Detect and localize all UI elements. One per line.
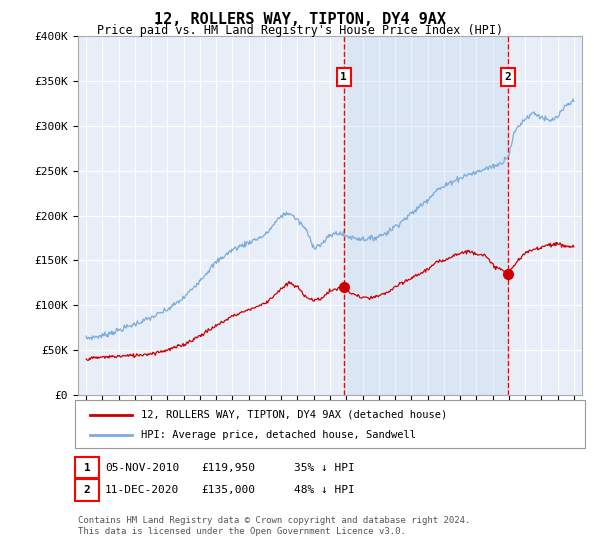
Text: 2: 2 — [505, 72, 511, 82]
Text: Contains HM Land Registry data © Crown copyright and database right 2024.
This d: Contains HM Land Registry data © Crown c… — [78, 516, 470, 536]
Bar — [344, 36, 508, 395]
Text: 35% ↓ HPI: 35% ↓ HPI — [294, 463, 355, 473]
Text: 11-DEC-2020: 11-DEC-2020 — [105, 485, 179, 495]
Text: 1: 1 — [83, 463, 91, 473]
Text: HPI: Average price, detached house, Sandwell: HPI: Average price, detached house, Sand… — [141, 430, 416, 440]
Text: 48% ↓ HPI: 48% ↓ HPI — [294, 485, 355, 495]
Text: 12, ROLLERS WAY, TIPTON, DY4 9AX (detached house): 12, ROLLERS WAY, TIPTON, DY4 9AX (detach… — [141, 410, 447, 420]
Text: £135,000: £135,000 — [201, 485, 255, 495]
Text: Price paid vs. HM Land Registry's House Price Index (HPI): Price paid vs. HM Land Registry's House … — [97, 24, 503, 36]
Text: 1: 1 — [340, 72, 347, 82]
Text: 05-NOV-2010: 05-NOV-2010 — [105, 463, 179, 473]
Text: £119,950: £119,950 — [201, 463, 255, 473]
Text: 12, ROLLERS WAY, TIPTON, DY4 9AX: 12, ROLLERS WAY, TIPTON, DY4 9AX — [154, 12, 446, 27]
Text: 2: 2 — [83, 485, 91, 495]
